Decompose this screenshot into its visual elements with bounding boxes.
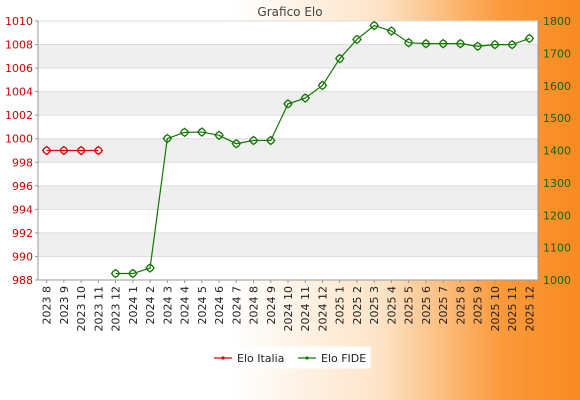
right-tick-label: 1500 [543,112,571,125]
elo-fide-point-ring [284,99,292,108]
left-tick-label: 1006 [5,62,33,75]
x-tick-label: 2023 10 [75,286,88,332]
right-tick-label: 1100 [543,242,571,255]
left-tick-label: 1000 [5,133,33,146]
grid-band [38,185,538,210]
grid-band [38,44,538,69]
elo-fide-point-ring [232,139,241,148]
left-tick-label: 992 [12,227,33,240]
elo-fide-point-ring [128,269,137,278]
elo-fide-point-ring [111,269,120,278]
x-tick-label: 2023 12 [110,286,123,332]
elo-fide-point-ring [249,136,258,145]
x-tick-label: 2024 2 [144,286,157,325]
elo-italia-point-ring [77,146,86,155]
x-tick-label: 2023 11 [92,286,105,332]
left-tick-label: 1010 [5,15,33,28]
elo-italia-point-ring [42,146,51,155]
left-tick-label: 988 [12,274,33,287]
elo-fide-point-ring [370,21,379,30]
left-tick-label: 996 [12,180,33,193]
left-tick-label: 1002 [5,109,33,122]
elo-fide-point-ring [266,136,275,145]
x-tick-label: 2024 7 [230,286,243,325]
left-tick-label: 1004 [5,86,33,99]
elo-fide-point-ring [387,27,396,35]
elo-fide-point-ring [456,39,465,48]
elo-italia-legend-marker [221,356,225,360]
elo-fide-point-ring [335,54,344,63]
x-tick-label: 2025 4 [385,286,398,325]
elo-fide-point-ring [318,81,327,90]
x-tick-label: 2024 4 [179,286,192,325]
elo-fide-point-ring [422,39,430,48]
right-tick-label: 1700 [543,47,571,60]
right-tick-label: 1000 [543,274,571,287]
x-tick-label: 2025 5 [403,286,416,325]
left-tick-label: 990 [12,250,33,263]
elo-fide-series-line [115,24,530,275]
x-tick-label: 2025 1 [334,286,347,325]
x-tick-label: 2025 7 [437,286,450,325]
x-tick-label: 2023 8 [41,286,54,325]
right-tick-label: 1200 [543,209,571,222]
elo-fide-legend-marker [305,356,309,360]
legend-box [209,346,371,369]
elo-italia-legend-label: Elo Italia [237,352,284,365]
elo-fide-point-ring [197,128,206,136]
x-tick-label: 2024 8 [248,286,261,325]
left-tick-label: 994 [12,203,33,216]
x-tick-label: 2024 6 [213,286,226,325]
elo-italia-point-ring [94,146,103,155]
elo-fide-point-ring [215,131,223,140]
x-tick-label: 2024 1 [127,286,140,325]
elo-fide-point-ring [146,264,154,272]
elo-fide-point-ring [353,35,361,44]
right-tick-label: 1300 [543,177,571,190]
x-tick-label: 2025 11 [506,286,519,332]
x-tick-label: 2024 5 [196,286,209,325]
x-tick-label: 2025 8 [454,286,467,325]
grid-band [38,138,538,163]
right-tick-label: 1400 [543,145,571,158]
elo-fide-point-ring [508,40,517,49]
grid-band [38,232,538,257]
left-tick-label: 1008 [5,39,33,52]
elo-fide-point-ring [404,38,413,47]
left-tick-label: 998 [12,156,33,169]
x-tick-label: 2024 10 [282,286,295,332]
right-tick-label: 1600 [543,80,571,93]
chart-title: Grafico Elo [257,5,322,19]
x-tick-label: 2025 6 [420,286,433,325]
x-tick-label: 2025 10 [489,286,502,332]
elo-fide-point-ring [180,128,189,137]
x-tick-label: 2025 12 [523,286,536,332]
x-tick-label: 2025 3 [368,286,381,325]
elo-fide-point-ring [525,34,534,43]
elo-fide-point-ring [439,39,448,48]
right-tick-label: 1800 [543,15,571,28]
elo-fide-point-ring [490,40,499,49]
x-tick-label: 2024 11 [299,286,312,332]
elo-fide-point-ring [163,134,172,143]
x-tick-label: 2024 3 [161,286,174,325]
elo-italia-point-ring [59,146,68,155]
elo-fide-point-ring [301,94,310,102]
elo-fide-point-ring [473,42,482,51]
x-tick-label: 2023 9 [58,286,71,325]
elo-fide-legend-label: Elo FIDE [321,352,366,365]
x-tick-label: 2024 9 [265,286,278,325]
x-tick-label: 2025 9 [472,286,485,325]
x-tick-label: 2024 12 [316,286,329,332]
x-tick-label: 2025 2 [351,286,364,325]
